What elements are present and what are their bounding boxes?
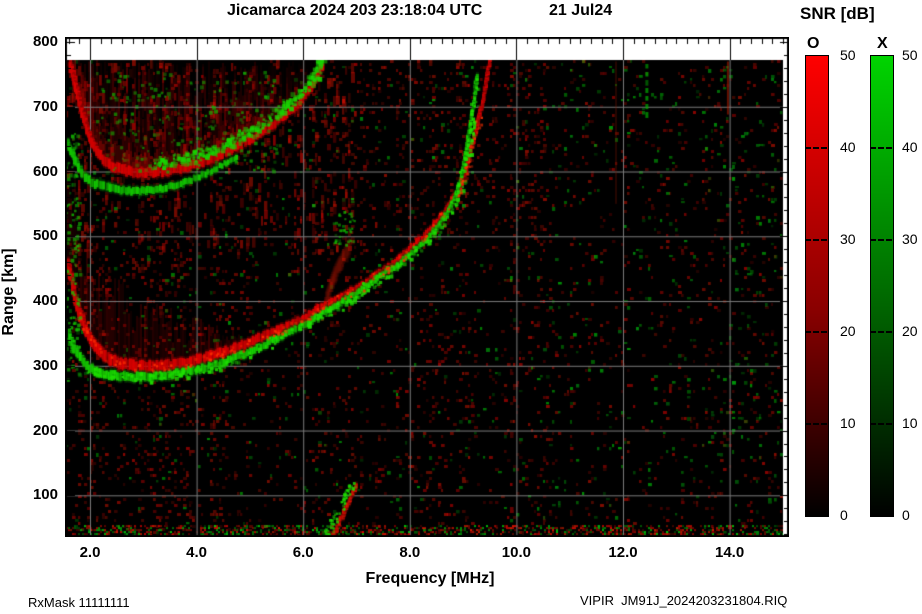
y-tick-label: 300: [32, 356, 58, 374]
colorbar-dash-tick: [870, 331, 892, 333]
colorbar-tick-label: 50: [902, 47, 918, 63]
colorbar-tick-label: 40: [902, 139, 918, 155]
colorbar-o-label: O: [807, 35, 820, 52]
colorbar-dash-tick: [870, 423, 892, 425]
x-axis-title: Frequency [MHz]: [365, 570, 495, 587]
y-tick-label: 700: [32, 97, 58, 115]
colorbar-dash-tick: [805, 423, 827, 425]
colorbar-x: [870, 55, 894, 517]
ionogram-plot: [65, 37, 789, 537]
colorbar-tick-label: 10: [840, 415, 856, 431]
colorbar-dash-tick: [870, 239, 892, 241]
colorbar-tick-label: 20: [840, 323, 856, 339]
colorbar-tick-label: 0: [902, 507, 910, 523]
plot-title: Jicamarca 2024 203 23:18:04 UTC: [227, 2, 483, 19]
colorbar-dash-tick: [870, 147, 892, 149]
y-tick-label: 100: [32, 486, 58, 504]
colorbar-dash-tick: [805, 147, 827, 149]
x-tick-label: 4.0: [186, 544, 208, 561]
footer-filename: VIPIR JM91J_2024203231804.RIQ: [580, 593, 788, 608]
x-tick-label: 14.0: [714, 544, 745, 561]
colorbar-tick-label: 30: [902, 231, 918, 247]
colorbar-tick-label: 0: [840, 507, 848, 523]
plot-date: 21 Jul24: [549, 2, 613, 19]
colorbar-tick-label: 40: [840, 139, 856, 155]
footer-rxmask: RxMask 11111111: [28, 595, 130, 610]
colorbar-tick-label: 20: [902, 323, 918, 339]
snr-legend-title: SNR [dB]: [800, 4, 875, 23]
x-tick-label: 6.0: [292, 544, 314, 561]
colorbar-dash-tick: [805, 331, 827, 333]
colorbar-o: [805, 55, 829, 517]
x-tick-label: 12.0: [608, 544, 638, 561]
x-tick-label: 10.0: [501, 544, 531, 561]
y-tick-label: 800: [32, 33, 58, 50]
y-tick-label: 500: [32, 227, 58, 245]
colorbar-dash-tick: [805, 239, 827, 241]
colorbar-tick-label: 50: [840, 47, 856, 63]
colorbar-x-label: X: [877, 35, 888, 52]
colorbar-tick-label: 10: [902, 415, 918, 431]
x-tick-label: 8.0: [399, 544, 421, 561]
x-tick-label: 2.0: [79, 544, 101, 561]
y-tick-label: 600: [32, 162, 58, 180]
y-tick-label: 400: [32, 292, 58, 310]
colorbar-tick-label: 30: [840, 231, 856, 247]
y-tick-label: 200: [32, 421, 58, 439]
